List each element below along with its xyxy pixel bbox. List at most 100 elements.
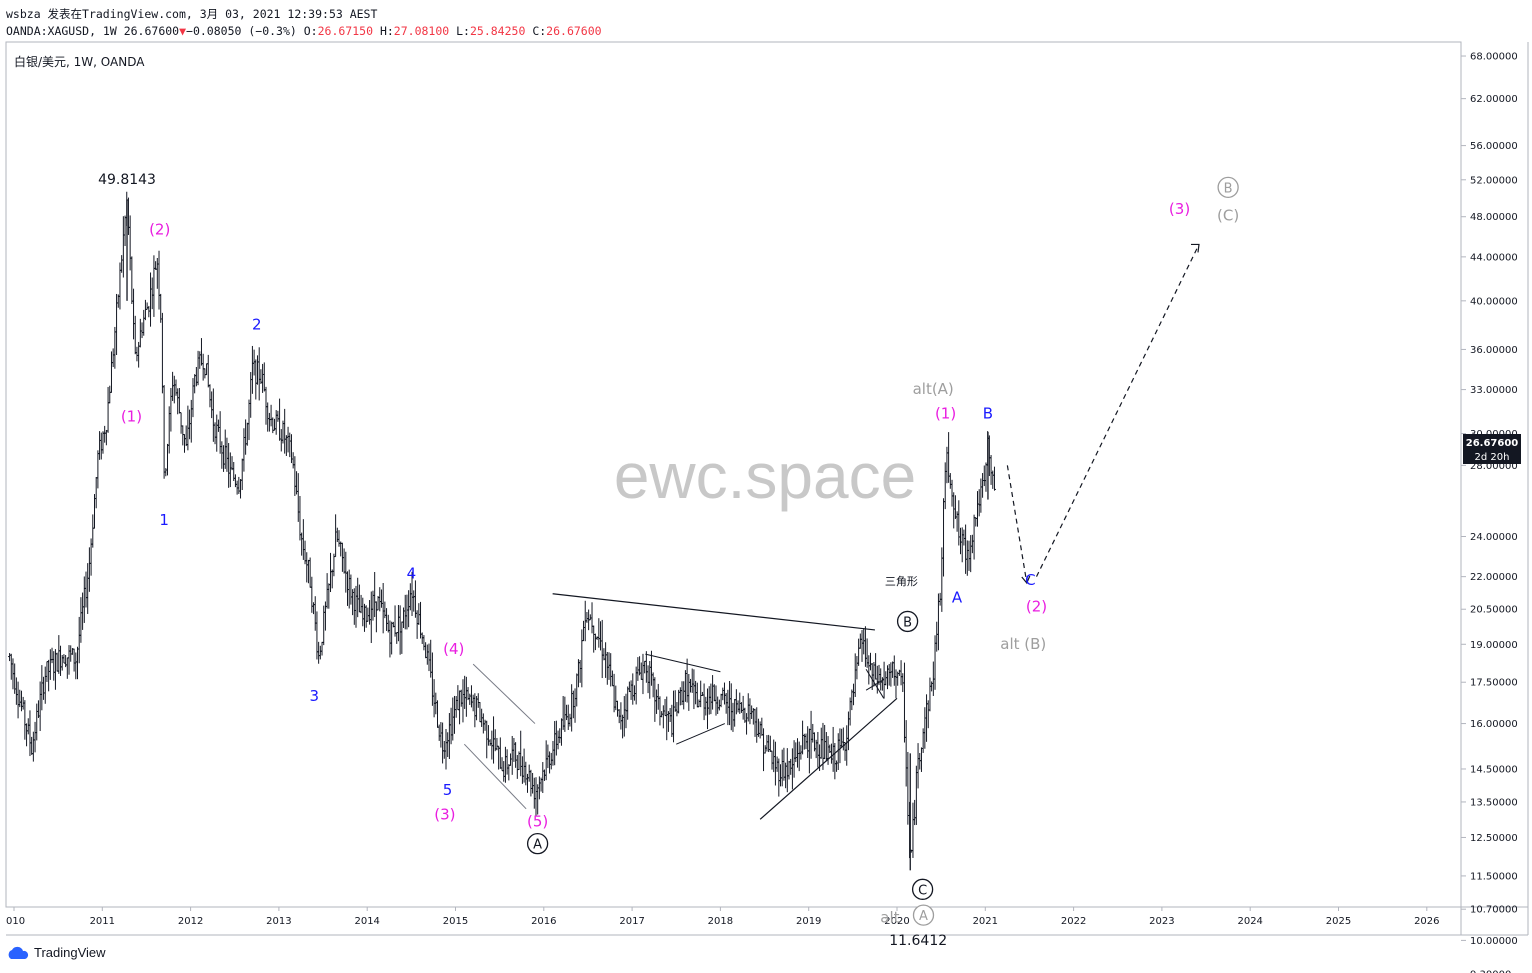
ohlc-bar xyxy=(325,573,329,609)
ohlc-bar xyxy=(473,693,477,728)
ohlc-bar xyxy=(8,653,12,662)
y-tick-label: 11.50000 xyxy=(1470,871,1518,882)
ohlc-bar xyxy=(775,756,779,772)
ohlc-bar xyxy=(118,262,122,310)
ohlc-bar xyxy=(18,689,22,708)
ohlc-bar xyxy=(159,293,163,323)
ohlc-bar xyxy=(666,711,670,732)
ohlc-bar xyxy=(756,718,760,737)
ohlc-bar xyxy=(132,288,136,340)
ohlc-bar xyxy=(36,700,40,718)
publish-info: wsbza 发表在TradingView.com, 3月 03, 2021 12… xyxy=(6,7,378,21)
ohlc-bar xyxy=(989,455,993,485)
tradingview-logo[interactable]: TradingView xyxy=(6,945,106,960)
ohlc-bar xyxy=(218,411,222,454)
ohlc-bar xyxy=(699,680,703,708)
ohlc-bar xyxy=(641,653,645,695)
ohlc-bar xyxy=(65,657,69,679)
ohlc-bar xyxy=(928,677,932,712)
ohlc-bar xyxy=(884,671,888,686)
ohlc-bar xyxy=(609,653,613,687)
ohlc-bar xyxy=(960,527,964,563)
ohlc-bar xyxy=(869,652,873,671)
ohlc-bar xyxy=(154,261,158,270)
ohlc-bar xyxy=(690,668,694,693)
ohlc-bar xyxy=(772,739,776,773)
ohlc-bar xyxy=(751,708,755,725)
ohlc-bar xyxy=(442,740,446,759)
ohlc-bar xyxy=(413,580,417,618)
arrowhead-up xyxy=(1190,243,1200,253)
ohlc-bar xyxy=(135,346,139,362)
ohlc-bar xyxy=(249,372,253,418)
ohlc-bar xyxy=(493,729,497,752)
y-tick-label: 17.50000 xyxy=(1470,678,1518,689)
ohlc-bar xyxy=(957,500,961,546)
wave-2-paren-label-forecast: (2) xyxy=(1026,597,1047,615)
x-tick-label: 2017 xyxy=(619,916,644,927)
wave-1-label: 1 xyxy=(159,511,169,529)
ohlc-bar xyxy=(463,675,467,709)
ohlc-bar xyxy=(665,696,669,741)
ohlc-bar xyxy=(128,215,132,271)
ohlc-bar xyxy=(514,742,518,768)
svg-text:A: A xyxy=(533,838,542,853)
ohlc-bar xyxy=(196,350,200,386)
ohlc-bar xyxy=(76,646,80,680)
ohlc-bar xyxy=(149,272,153,327)
ohlc-bar xyxy=(120,255,124,273)
ohlc-bar xyxy=(216,419,220,432)
ohlc-bar xyxy=(794,742,798,763)
ohlc-bar xyxy=(940,547,944,612)
ohlc-bar xyxy=(169,387,173,432)
low-price-label: 11.6412 xyxy=(889,933,947,949)
svg-text:C: C xyxy=(918,883,927,898)
ohlc-bar xyxy=(867,655,871,685)
ohlc-bar xyxy=(94,476,98,509)
open-label: O: xyxy=(303,24,318,38)
ohlc-bar xyxy=(702,683,706,721)
ohlc-bar xyxy=(892,655,896,686)
ohlc-bar xyxy=(16,681,20,719)
ohlc-bar xyxy=(337,530,341,547)
ohlc-bar xyxy=(846,711,850,751)
ohlc-bar xyxy=(500,757,504,772)
ohlc-bar xyxy=(984,462,988,492)
high-label: H: xyxy=(379,24,394,38)
ohlc-bar xyxy=(728,680,732,726)
ohlc-bar xyxy=(240,458,244,491)
ohlc-bar xyxy=(386,614,390,633)
ohlc-bar xyxy=(405,594,409,630)
ohlc-bar xyxy=(741,695,745,720)
ohlc-bar xyxy=(780,749,784,787)
ohlc-bar xyxy=(342,548,346,574)
ohlc-bar xyxy=(245,422,249,446)
ohlc-bar xyxy=(31,731,35,762)
ohlc-bar xyxy=(356,577,360,618)
high-value: 27.08100 xyxy=(393,24,450,38)
ohlc-bar xyxy=(244,419,248,455)
ohlc-bar xyxy=(981,473,985,498)
ohlc-bar xyxy=(612,673,616,713)
ohlc-bar xyxy=(376,595,380,611)
close-label: C: xyxy=(532,24,547,38)
ohlc-bar xyxy=(809,710,813,759)
alt-b-paren-label: alt (B) xyxy=(1000,635,1046,653)
ohlc-bar xyxy=(318,645,322,660)
ohlc-bar xyxy=(670,704,674,738)
ohlc-bar xyxy=(295,471,299,495)
ohlc-bar xyxy=(549,752,553,770)
ohlc-bar xyxy=(964,524,968,574)
ohlc-bar xyxy=(252,349,256,376)
ohlc-bar xyxy=(544,740,548,781)
ohlc-bar xyxy=(269,404,273,427)
ohlc-bar xyxy=(33,721,37,753)
ohlc-bar xyxy=(233,474,237,488)
ohlc-bar xyxy=(264,386,268,425)
ohlc-bar xyxy=(59,645,63,676)
ohlc-bar xyxy=(553,721,557,766)
wave-circle-c: C xyxy=(911,878,934,900)
ohlc-bar xyxy=(906,751,910,825)
forecast-down xyxy=(1006,465,1028,584)
